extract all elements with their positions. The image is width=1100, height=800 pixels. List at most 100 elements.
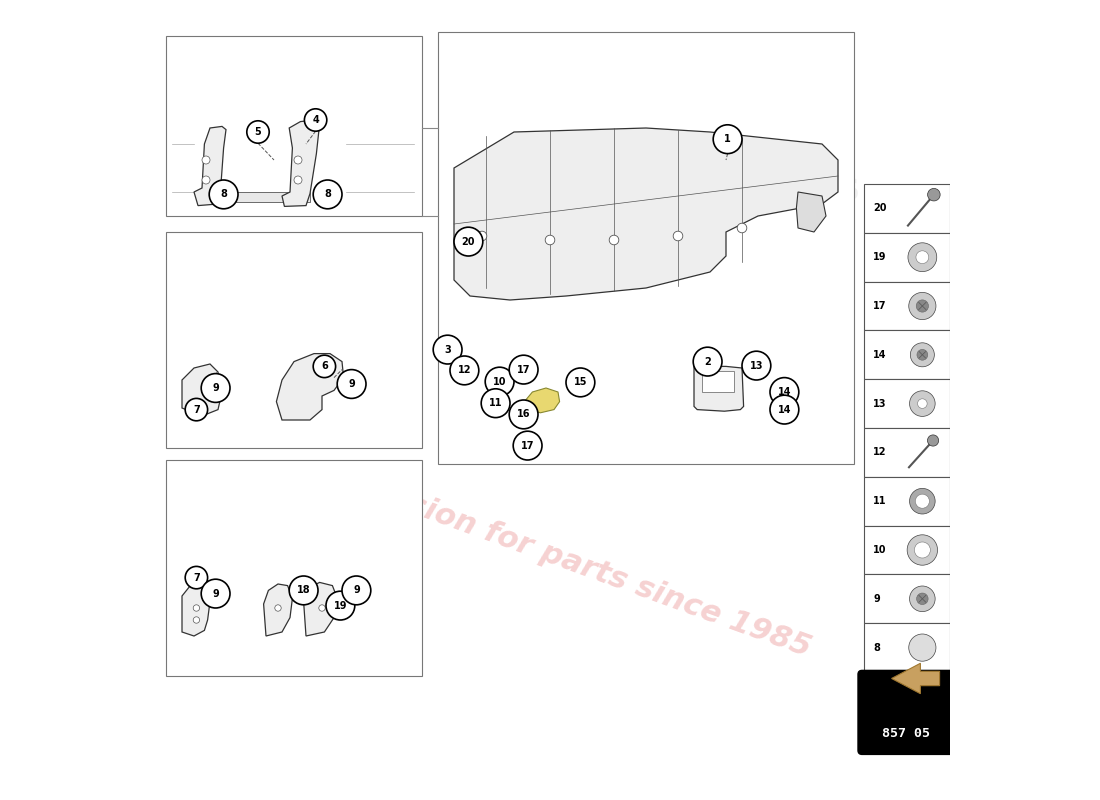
Text: 11: 11	[873, 496, 887, 506]
Circle shape	[342, 576, 371, 605]
Circle shape	[916, 300, 928, 312]
Polygon shape	[304, 582, 338, 636]
Circle shape	[737, 223, 747, 233]
Text: 16: 16	[517, 410, 530, 419]
Circle shape	[314, 180, 342, 209]
Circle shape	[202, 156, 210, 164]
Circle shape	[314, 355, 336, 378]
Text: 14: 14	[778, 405, 791, 414]
Circle shape	[246, 121, 270, 143]
FancyBboxPatch shape	[864, 623, 950, 672]
Text: 3: 3	[444, 345, 451, 354]
Circle shape	[908, 242, 937, 271]
Circle shape	[450, 356, 478, 385]
Circle shape	[673, 231, 683, 241]
Polygon shape	[182, 364, 222, 416]
Text: 13: 13	[750, 361, 763, 370]
Circle shape	[433, 335, 462, 364]
Circle shape	[485, 367, 514, 396]
Text: 8: 8	[873, 642, 880, 653]
Polygon shape	[198, 192, 310, 202]
Circle shape	[185, 398, 208, 421]
Text: 17: 17	[873, 301, 887, 311]
FancyBboxPatch shape	[864, 233, 950, 282]
Text: 13: 13	[873, 398, 887, 409]
FancyBboxPatch shape	[166, 232, 422, 448]
Text: 1: 1	[724, 134, 732, 144]
Text: 2: 2	[704, 357, 711, 366]
FancyBboxPatch shape	[864, 477, 950, 526]
FancyBboxPatch shape	[166, 36, 422, 216]
Polygon shape	[454, 128, 838, 300]
Text: 14: 14	[873, 350, 887, 360]
Circle shape	[509, 355, 538, 384]
FancyBboxPatch shape	[864, 282, 950, 330]
Text: PARTS: PARTS	[752, 178, 860, 206]
Text: 4: 4	[312, 115, 319, 125]
Circle shape	[194, 605, 199, 611]
Circle shape	[908, 534, 937, 565]
Circle shape	[910, 488, 935, 514]
Circle shape	[201, 374, 230, 402]
Polygon shape	[525, 388, 560, 413]
Polygon shape	[892, 663, 939, 694]
FancyBboxPatch shape	[864, 428, 950, 477]
Text: 7: 7	[192, 405, 200, 414]
FancyBboxPatch shape	[166, 460, 422, 676]
FancyBboxPatch shape	[864, 184, 950, 233]
Circle shape	[909, 293, 936, 320]
Circle shape	[509, 400, 538, 429]
Circle shape	[481, 389, 510, 418]
Text: 15: 15	[574, 378, 587, 387]
Circle shape	[915, 494, 930, 508]
Circle shape	[454, 227, 483, 256]
Circle shape	[770, 378, 799, 406]
Text: 14: 14	[778, 387, 791, 397]
Text: 10: 10	[873, 545, 887, 555]
Circle shape	[916, 593, 928, 605]
Text: 19: 19	[873, 252, 887, 262]
Circle shape	[927, 189, 940, 201]
Text: 19: 19	[333, 601, 348, 610]
Circle shape	[713, 125, 743, 154]
Circle shape	[927, 435, 938, 446]
Circle shape	[275, 605, 282, 611]
Circle shape	[917, 398, 927, 408]
Circle shape	[294, 176, 302, 184]
Circle shape	[693, 347, 722, 376]
Text: 6: 6	[321, 362, 328, 371]
Text: 10: 10	[493, 377, 506, 386]
Circle shape	[338, 370, 366, 398]
Text: 17: 17	[517, 365, 530, 374]
Circle shape	[566, 368, 595, 397]
FancyBboxPatch shape	[702, 371, 734, 392]
Circle shape	[909, 634, 936, 661]
Circle shape	[917, 350, 927, 360]
Text: 5: 5	[254, 127, 262, 137]
Text: 12: 12	[458, 366, 471, 375]
Circle shape	[514, 431, 542, 460]
FancyBboxPatch shape	[864, 330, 950, 379]
Circle shape	[910, 390, 935, 416]
Circle shape	[289, 576, 318, 605]
Text: 9: 9	[873, 594, 880, 604]
Circle shape	[609, 235, 619, 245]
Polygon shape	[694, 366, 744, 411]
Circle shape	[742, 351, 771, 380]
Text: 9: 9	[349, 379, 355, 389]
Circle shape	[911, 342, 934, 366]
Text: 8: 8	[220, 190, 227, 199]
Text: 18: 18	[297, 586, 310, 595]
Text: 857 05: 857 05	[882, 727, 930, 740]
Text: 8: 8	[324, 190, 331, 199]
Polygon shape	[796, 192, 826, 232]
FancyBboxPatch shape	[864, 379, 950, 428]
Text: 9: 9	[212, 589, 219, 598]
Circle shape	[916, 250, 928, 263]
Circle shape	[201, 579, 230, 608]
Circle shape	[477, 231, 487, 241]
Text: 9: 9	[353, 586, 360, 595]
Text: euro: euro	[727, 143, 821, 177]
Circle shape	[294, 156, 302, 164]
Circle shape	[305, 109, 327, 131]
